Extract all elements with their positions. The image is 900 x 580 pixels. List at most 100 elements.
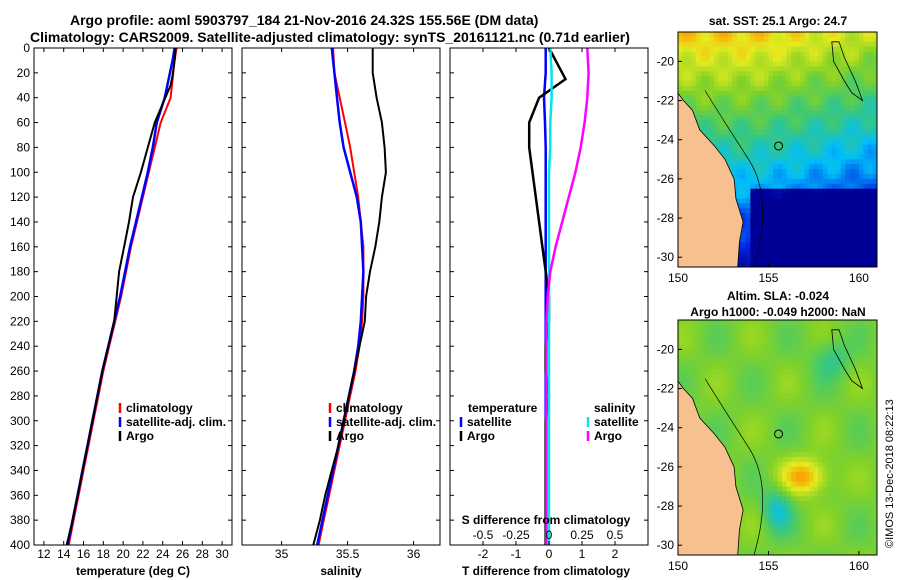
map-cell (813, 247, 819, 253)
map-cell (723, 364, 729, 370)
sst-map-title: sat. SST: 25.1 Argo: 24.7 (709, 14, 848, 28)
map-cell (840, 100, 846, 106)
map-cell (845, 320, 851, 326)
map-cell (813, 198, 819, 204)
map-cell (768, 378, 774, 385)
map-cell (804, 550, 810, 555)
map-cell (827, 46, 833, 53)
map-cell (727, 144, 733, 151)
map-cell (750, 378, 756, 385)
credit-text: ©IMOS 13-Dec-2018 08:22:13 (884, 399, 896, 548)
map-cell (840, 393, 846, 399)
map-cell (736, 334, 742, 341)
map-cell (795, 324, 801, 331)
map-cell (759, 208, 765, 214)
map-cell (709, 378, 715, 385)
map-cell (714, 105, 720, 111)
map-cell (863, 501, 869, 507)
map-cell (863, 41, 869, 48)
map-cell (858, 129, 865, 136)
map-cell (818, 154, 824, 160)
map-cell (809, 442, 815, 448)
map-cell (809, 339, 815, 346)
map-cell (845, 452, 851, 458)
map-cell (732, 413, 738, 419)
map-cell (813, 129, 819, 136)
map-cell (745, 125, 751, 131)
map-cell (777, 535, 783, 541)
map-cell (773, 208, 779, 214)
map-cell (813, 427, 819, 434)
map-cell (763, 174, 770, 180)
map-cell (804, 120, 810, 126)
map-cell (754, 457, 761, 463)
map-cell (763, 501, 770, 507)
map-cell (709, 105, 715, 111)
map-cell (750, 432, 756, 439)
map-cell (705, 61, 711, 67)
map-cell (791, 403, 797, 409)
map-cell (854, 134, 860, 141)
map-cell (836, 169, 842, 175)
map-cell (709, 324, 715, 331)
map-cell (800, 359, 806, 365)
map-cell (827, 427, 833, 434)
map-cell (759, 437, 765, 443)
map-cell (849, 344, 856, 350)
series-climatology (317, 48, 365, 545)
map-cell (786, 476, 792, 483)
map-cell (804, 535, 810, 541)
map-cell (759, 32, 765, 38)
map-cell (831, 398, 837, 404)
map-cell (786, 46, 792, 53)
map-cell (763, 466, 770, 473)
map-cell (727, 159, 733, 165)
map-cell (809, 388, 815, 394)
map-cell (732, 154, 738, 160)
map-cell (773, 90, 779, 97)
map-cell (687, 95, 693, 102)
map-cell (863, 344, 869, 350)
salinity-xlabel: salinity (320, 564, 362, 578)
map-cell (773, 403, 779, 409)
map-cell (809, 110, 815, 116)
map-cell (750, 134, 756, 141)
map-cell (759, 76, 765, 82)
map-cell (745, 417, 751, 424)
map-cell (705, 398, 711, 404)
map-cell (813, 349, 819, 355)
map-cell (845, 447, 851, 453)
map-cell (827, 159, 833, 165)
map-cell (759, 134, 765, 141)
map-cell (831, 471, 837, 478)
map-cell (777, 354, 783, 360)
map-cell (741, 203, 747, 209)
map-cell (795, 110, 801, 116)
map-cell (863, 373, 869, 380)
map-cell (723, 154, 729, 160)
map-cell (777, 90, 783, 97)
map-cell (822, 506, 828, 512)
map-cell (741, 476, 747, 483)
map-cell (845, 334, 851, 341)
map-cell (791, 154, 797, 160)
map-cell (863, 51, 869, 58)
map-cell (831, 134, 837, 141)
map-cell (782, 51, 788, 58)
map-cell (868, 486, 874, 492)
map-cell (714, 41, 720, 48)
map-cell (714, 334, 720, 341)
map-cell (759, 36, 765, 43)
map-cell (777, 105, 783, 111)
map-cell (872, 344, 877, 350)
map-cell (831, 193, 837, 200)
map-cell (863, 85, 869, 92)
map-cell (822, 213, 828, 219)
map-cell (754, 149, 761, 155)
map-cell (745, 378, 751, 385)
map-cell (836, 32, 842, 38)
map-cell (750, 520, 756, 527)
map-cell (723, 120, 729, 126)
map-cell (854, 388, 860, 394)
map-cell (754, 242, 761, 248)
